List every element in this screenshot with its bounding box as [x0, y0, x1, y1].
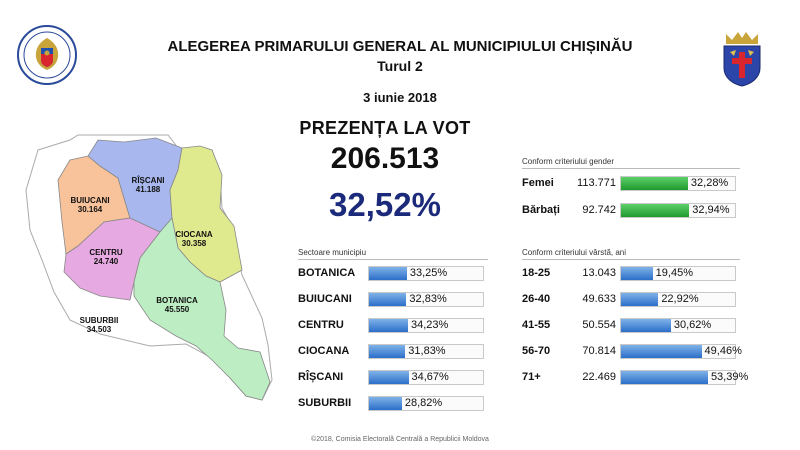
bar-track: 19,45% — [620, 266, 736, 281]
row-label: 56-70 — [522, 345, 551, 357]
election-date: 3 iunie 2018 — [363, 90, 437, 105]
bar-value: 22,92% — [661, 293, 699, 305]
bar-fill: 32,83% — [369, 293, 447, 306]
row-count: 70.814 — [582, 345, 616, 357]
bar-track: 32,94% — [620, 203, 736, 218]
sector-row: RÎȘCANI 34,67% — [298, 370, 488, 386]
map-label-botanica: BOTANICA 45.550 — [156, 296, 198, 314]
gender-heading: Conform criteriului gender — [522, 157, 615, 166]
bar-fill: 19,45% — [621, 267, 693, 280]
sector-row: CIOCANA 31,83% — [298, 344, 488, 360]
bar-fill: 34,23% — [369, 319, 448, 332]
bar-value: 34,23% — [411, 319, 449, 331]
age-row: 18-25 13.043 19,45% — [522, 266, 740, 282]
map-label-centru: CENTRU 24.740 — [89, 248, 123, 266]
bar-track: 53,39% — [620, 370, 748, 385]
age-divider — [522, 259, 740, 260]
bar-fill: 31,83% — [369, 345, 446, 358]
chisinau-coat-of-arms-icon — [723, 32, 761, 87]
gender-divider — [522, 168, 740, 169]
map-label-ciocana: CIOCANA 30.358 — [175, 230, 213, 248]
row-label: 26-40 — [522, 293, 551, 305]
moldova-coat-of-arms-icon — [17, 25, 77, 85]
turnout-percent: 32,52% — [329, 186, 441, 223]
age-row: 56-70 70.814 49,46% — [522, 344, 742, 360]
map-region-botanica — [133, 217, 271, 401]
row-label: Bărbați — [522, 204, 560, 216]
bar-value: 32,94% — [692, 204, 730, 216]
bar-value: 31,83% — [408, 345, 446, 357]
footer-copyright: ©2018, Comisia Electorală Centrală a Rep… — [311, 436, 489, 443]
row-label: SUBURBII — [298, 397, 352, 409]
turnout-count: 206.513 — [330, 142, 440, 175]
sector-row: BOTANICA 33,25% — [298, 266, 488, 282]
row-count: 22.469 — [582, 371, 616, 383]
sectors-heading: Sectoare municipiu — [298, 248, 367, 257]
bar-track: 32,28% — [620, 176, 736, 191]
sector-row: CENTRU 34,23% — [298, 318, 488, 334]
bar-value: 32,28% — [690, 177, 729, 189]
gender-row: Bărbați 92.742 32,94% — [522, 203, 740, 219]
row-label: CENTRU — [298, 319, 344, 331]
bar-fill: 28,82% — [369, 397, 442, 410]
bar-fill: 32,94% — [621, 204, 730, 217]
age-row: 26-40 49.633 22,92% — [522, 292, 740, 308]
row-label: BUIUCANI — [298, 293, 352, 305]
bar-value: 33,25% — [409, 267, 448, 279]
bar-track: 22,92% — [620, 292, 736, 307]
bar-fill: 22,92% — [621, 293, 699, 306]
bar-value: 32,83% — [409, 293, 447, 305]
sector-row: SUBURBII 28,82% — [298, 396, 488, 412]
bar-track: 34,23% — [368, 318, 484, 333]
bar-value: 53,39% — [710, 371, 749, 383]
bar-fill: 30,62% — [621, 319, 711, 332]
round-label: Turul 2 — [377, 58, 423, 74]
bar-track: 49,46% — [620, 344, 742, 359]
row-label: BOTANICA — [298, 267, 356, 279]
bar-fill: 32,28% — [621, 177, 728, 190]
bar-track: 30,62% — [620, 318, 736, 333]
row-count: 50.554 — [582, 319, 616, 331]
row-label: 18-25 — [522, 267, 551, 279]
page-title: ALEGEREA PRIMARULUI GENERAL AL MUNICIPIU… — [167, 38, 633, 55]
map-label-suburbii: SUBURBII 34.503 — [79, 316, 119, 334]
map-label-riscani: RÎȘCANI 41.188 — [131, 176, 165, 194]
bar-value: 34,67% — [411, 371, 449, 383]
bar-track: 32,83% — [368, 292, 484, 307]
row-label: RÎȘCANI — [298, 371, 344, 383]
bar-value: 30,62% — [673, 319, 712, 331]
map-label-buiucani: BUIUCANI 30.164 — [70, 196, 110, 214]
bar-track: 28,82% — [368, 396, 484, 411]
sector-row: BUIUCANI 32,83% — [298, 292, 488, 308]
sectors-divider — [298, 259, 488, 260]
bar-value: 28,82% — [404, 397, 443, 409]
bar-fill: 49,46% — [621, 345, 742, 358]
row-count: 113.771 — [577, 177, 616, 189]
row-count: 13.043 — [582, 267, 616, 279]
row-label: 71+ — [522, 371, 541, 383]
bar-track: 34,67% — [368, 370, 484, 385]
row-count: 49.633 — [582, 293, 616, 305]
row-label: 41-55 — [522, 319, 551, 331]
bar-value: 49,46% — [704, 345, 742, 357]
row-label: CIOCANA — [298, 345, 350, 357]
age-row: 41-55 50.554 30,62% — [522, 318, 740, 334]
bar-fill: 34,67% — [369, 371, 449, 384]
bar-value: 19,45% — [655, 267, 693, 279]
turnout-label: PREZENȚA LA VOT — [299, 118, 471, 138]
bar-track: 31,83% — [368, 344, 484, 359]
gender-row: Femei 113.771 32,28% — [522, 176, 740, 192]
bar-fill: 33,25% — [369, 267, 447, 280]
row-label: Femei — [522, 177, 554, 189]
bar-track: 33,25% — [368, 266, 484, 281]
row-count: 92.742 — [582, 204, 616, 216]
age-row: 71+ 22.469 53,39% — [522, 370, 748, 386]
bar-fill: 53,39% — [621, 371, 748, 384]
age-heading: Conform criteriului vârstă, ani — [522, 248, 627, 257]
